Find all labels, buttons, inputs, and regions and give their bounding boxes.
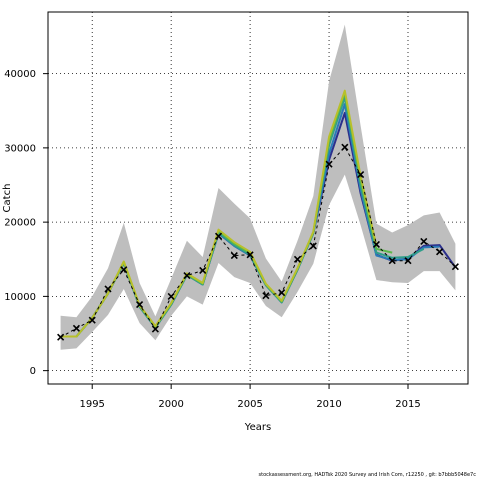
y-tick-label: 30000: [4, 143, 36, 154]
confidence-band-area: [60, 24, 456, 350]
observed-point: [309, 242, 317, 250]
observed-point: [404, 257, 412, 265]
observed-point: [262, 292, 270, 300]
observed-point: [341, 143, 349, 151]
series-lines: [60, 89, 457, 338]
observed-point: [357, 171, 365, 179]
observed-point: [183, 272, 191, 280]
x-tick-label: 1995: [79, 399, 104, 410]
observed-point: [151, 325, 159, 333]
plot-frame: [47, 11, 469, 385]
observed-point: [278, 289, 286, 297]
grid-lines: [48, 12, 468, 384]
y-tick-label: 10000: [4, 292, 36, 303]
observed-point: [451, 263, 459, 271]
observed-point: [230, 251, 238, 260]
y-tick-label: 40000: [4, 69, 36, 80]
observed-point: [120, 266, 128, 274]
observed-point: [372, 240, 380, 248]
observed-point: [246, 251, 254, 259]
observed-point: [136, 300, 144, 309]
series-line-1: [60, 112, 457, 338]
observed-point: [293, 255, 302, 263]
footer-credit: stockassessment.org, HADTsk 2020 Survey …: [258, 472, 476, 478]
observed-point: [436, 248, 444, 256]
observed-point: [88, 316, 96, 324]
observed-point: [167, 292, 175, 300]
x-axis: 1995 2000 2005 2010 2015: [79, 384, 421, 410]
x-axis-title: Years: [244, 422, 271, 433]
x-tick-label: 2005: [237, 399, 262, 410]
observed-point: [104, 285, 112, 293]
x-tick-label: 2000: [158, 399, 183, 410]
y-axis-title: Catch: [2, 184, 13, 213]
x-tick-label: 2010: [316, 399, 341, 410]
observed-point: [57, 333, 65, 341]
observed-point: [214, 232, 223, 240]
y-axis: 0 10000 20000 30000 40000: [4, 69, 48, 377]
observed-points: [57, 143, 459, 341]
x-tick-label: 2015: [395, 399, 420, 410]
confidence-band: [60, 24, 456, 350]
observed-point: [72, 324, 80, 332]
observed-point: [325, 160, 333, 168]
y-tick-label: 20000: [4, 218, 36, 229]
observed-point: [199, 266, 207, 274]
observed-point: [420, 237, 428, 246]
y-tick-label: 0: [30, 366, 36, 377]
observed-point: [388, 257, 396, 265]
